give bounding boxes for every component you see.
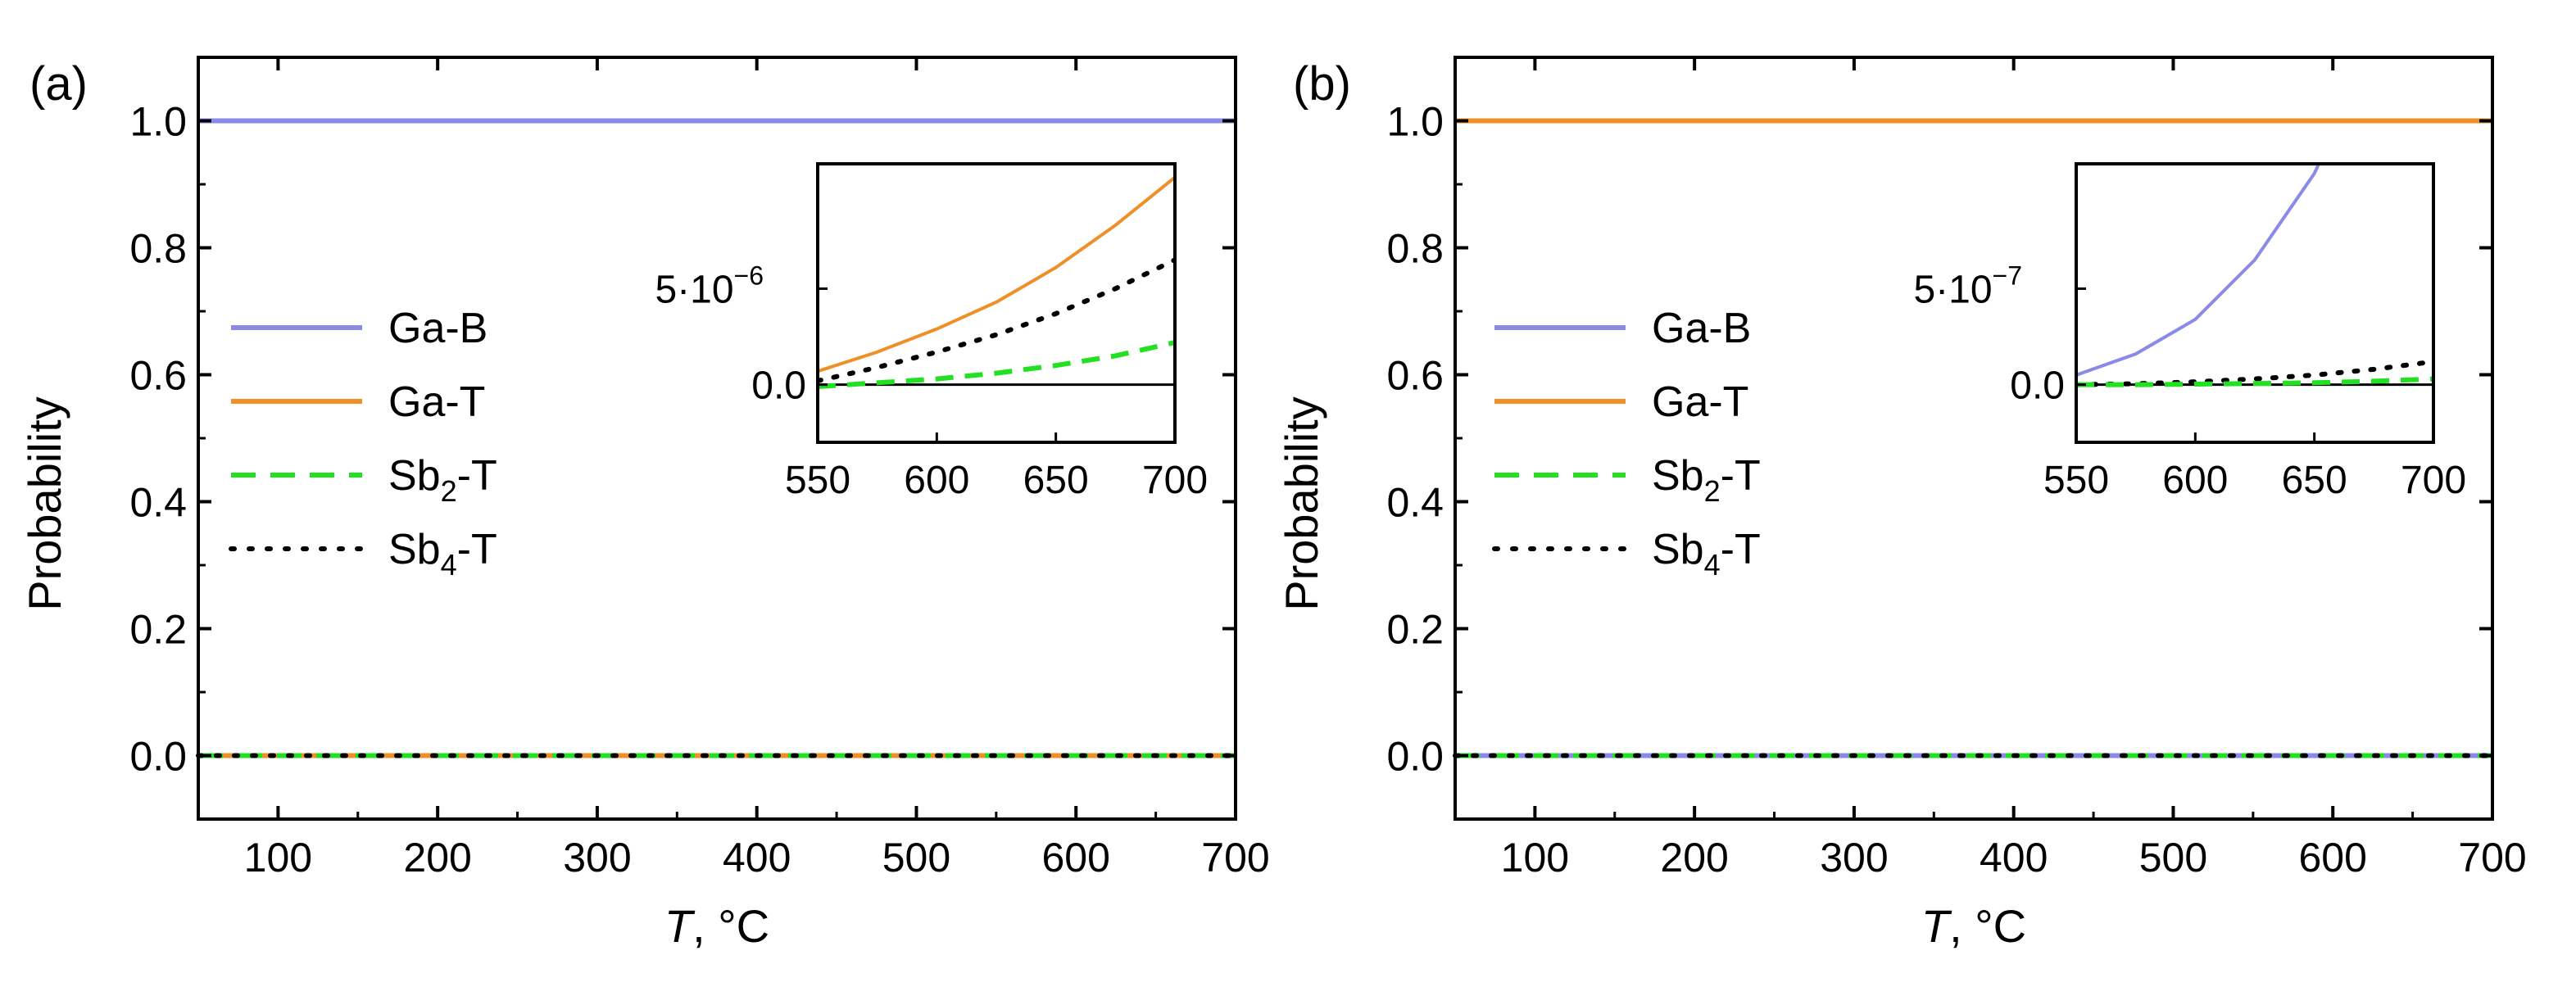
x-tick-label: 100 (1501, 835, 1569, 881)
inset-series-sb2-t (2076, 376, 2433, 387)
inset-x-tick-label: 550 (2043, 459, 2109, 502)
y-axis-label: Probability (19, 396, 70, 610)
inset-series-ga-b (2076, 164, 2321, 377)
inset-chart: 550 600 650 700 0.0 5·10−7 (1913, 162, 2466, 502)
x-axis-label: T, °C (1921, 900, 2026, 952)
inset-series-sb2-t (818, 340, 1175, 389)
inset-x-tick-label: 550 (785, 459, 850, 502)
x-tick-label: 600 (1042, 835, 1110, 881)
inset-x-tick-label: 650 (2282, 459, 2347, 502)
y-tick-label: 0.0 (129, 734, 187, 780)
y-tick-label: 0.6 (129, 353, 187, 399)
x-tick-label: 400 (723, 835, 791, 881)
x-tick-label: 700 (1201, 835, 1269, 881)
inset-x-tick-label: 600 (2162, 459, 2228, 502)
y-tick-label: 0.4 (129, 480, 187, 526)
inset-x-tick-label: 650 (1023, 459, 1089, 502)
panel-label: (b) (1293, 57, 1351, 111)
inset-series-sb4-t (2076, 359, 2433, 387)
x-tick-label: 600 (2299, 835, 2367, 881)
y-tick-label: 0.6 (1386, 353, 1444, 399)
inset-frame (816, 162, 1177, 444)
inset-y-tick-label: 5·10−6 (655, 260, 764, 311)
inset-x-tick-label: 600 (904, 459, 969, 502)
x-tick-label: 400 (1980, 835, 2048, 881)
y-tick-label: 0.2 (1386, 607, 1444, 653)
legend-label-sb4-t: Sb4-T (1652, 526, 1761, 582)
chart-panel-b: (b) 100 200 300 400 500 600 700 0.0 0.2 0.4 0.6 0.8 1… (1276, 56, 2527, 952)
x-tick-label: 100 (244, 835, 312, 881)
inset-y-tick-label: 0.0 (2010, 364, 2065, 408)
legend-label-sb2-t: Sb2-T (1652, 452, 1761, 508)
legend: Ga-B Ga-T Sb2-T Sb4-T (229, 305, 497, 582)
x-tick-label: 300 (1820, 835, 1888, 881)
inset-y-tick-label: 0.0 (751, 364, 806, 408)
inset-x-tick-label: 700 (2401, 459, 2466, 502)
x-tick-label: 200 (403, 835, 471, 881)
inset-series-sb4-t (818, 257, 1175, 383)
y-tick-label: 1.0 (129, 99, 187, 145)
x-tick-label: 500 (2139, 835, 2207, 881)
legend: Ga-B Ga-T Sb2-T Sb4-T (1492, 305, 1761, 582)
y-axis-label: Probability (1276, 396, 1327, 610)
legend-label-ga-b: Ga-B (1652, 305, 1751, 352)
chart-panel-a: (a) 100 200 300 400 500 600 700 0.0 0.2 0.4 0.6 0.8 1… (19, 56, 1270, 952)
x-tick-label: 700 (2458, 835, 2526, 881)
inset-y-tick-label: 5·10−7 (1913, 260, 2022, 311)
x-tick-label: 300 (563, 835, 631, 881)
inset-series-ga-t (818, 175, 1175, 374)
y-tick-label: 0.8 (1386, 226, 1444, 272)
legend-label-sb2-t: Sb2-T (388, 452, 497, 508)
x-axis-label: T, °C (664, 900, 769, 952)
y-tick-label: 0.2 (129, 607, 187, 653)
y-tick-label: 0.0 (1386, 734, 1444, 780)
inset-chart: 550 600 650 700 0.0 5·10−6 (655, 162, 1208, 502)
y-tick-label: 1.0 (1386, 99, 1444, 145)
legend-label-ga-b: Ga-B (388, 305, 488, 352)
inset-frame (2075, 162, 2435, 444)
panel-label: (a) (29, 57, 88, 111)
x-tick-label: 200 (1660, 835, 1728, 881)
legend-label-ga-t: Ga-T (1652, 378, 1748, 426)
legend-label-ga-t: Ga-T (388, 378, 485, 426)
y-tick-label: 0.4 (1386, 480, 1444, 526)
legend-label-sb4-t: Sb4-T (388, 526, 497, 582)
inset-background (2076, 164, 2433, 442)
x-tick-label: 500 (882, 835, 950, 881)
inset-x-tick-label: 700 (1142, 459, 1208, 502)
y-tick-label: 0.8 (129, 226, 187, 272)
